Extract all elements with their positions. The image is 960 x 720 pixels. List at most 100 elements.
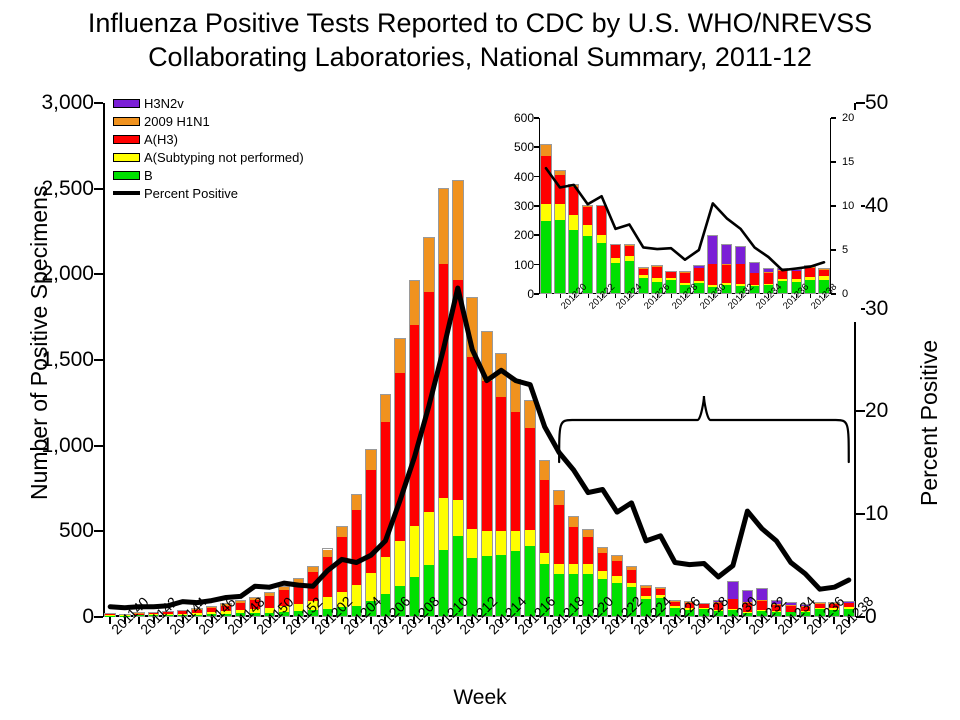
x-tick-mark xyxy=(369,617,372,624)
inset-x-tick-mark xyxy=(754,294,756,298)
x-tick-mark xyxy=(398,617,401,624)
bar-segment xyxy=(452,181,463,281)
inset-bar-segment xyxy=(666,277,676,281)
x-tick-mark xyxy=(283,617,285,624)
bar-segment xyxy=(583,564,593,575)
inset-bar-segment xyxy=(582,206,593,225)
inset-bar-201229 xyxy=(679,271,691,294)
x-tick-mark xyxy=(340,617,343,624)
bar-segment xyxy=(771,611,782,613)
x-tick-mark xyxy=(167,617,170,624)
bar-segment xyxy=(322,608,333,616)
bar-segment xyxy=(597,571,608,580)
inset-bar-segment xyxy=(694,281,704,284)
x-tick-mark xyxy=(138,617,141,624)
inset-x-tick-mark xyxy=(559,294,561,298)
y-tick-mark-right xyxy=(856,513,865,516)
legend-label-asub: A(Subtyping not performed) xyxy=(144,149,304,165)
x-tick-mark xyxy=(485,617,488,624)
bar-201214 xyxy=(480,330,493,617)
bar-segment xyxy=(583,536,593,565)
bar-segment xyxy=(293,611,304,616)
bar-segment xyxy=(235,609,246,614)
bar-201217 xyxy=(524,400,536,617)
inset-bar-segment xyxy=(749,273,760,285)
x-tick-mark xyxy=(717,617,720,624)
y-tick-label-left: 1,500 xyxy=(41,348,94,371)
bar-segment xyxy=(510,412,521,532)
bar-segment xyxy=(337,607,347,616)
inset-bar-segment xyxy=(680,272,690,283)
x-tick-mark xyxy=(384,617,387,624)
bar-segment xyxy=(424,512,434,565)
inset-bar-segment xyxy=(763,283,774,285)
bar-segment xyxy=(250,608,260,613)
inset-bar-segment xyxy=(582,224,593,237)
inset-bar-segment xyxy=(541,203,551,221)
bar-segment xyxy=(728,582,738,599)
x-tick-mark xyxy=(152,617,155,624)
inset-x-tick-mark xyxy=(796,294,798,298)
bar-segment xyxy=(279,611,289,616)
inset-y-tick-label-left: 400 xyxy=(513,169,534,184)
x-tick-mark xyxy=(688,617,691,624)
bar-segment xyxy=(177,614,188,616)
x-tick-mark xyxy=(702,617,705,624)
inset-bar-201219 xyxy=(540,144,552,294)
bar-segment xyxy=(380,421,391,558)
x-tick-mark xyxy=(529,617,532,624)
bar-segment xyxy=(438,263,449,498)
inset-x-tick-mark xyxy=(657,294,659,298)
inset-bar-segment xyxy=(777,278,788,281)
x-tick-mark xyxy=(760,617,763,624)
inset-bar-segment xyxy=(680,282,690,285)
main-plot-frame xyxy=(103,103,856,617)
bar-segment xyxy=(337,536,347,593)
x-tick-mark xyxy=(847,617,850,624)
y-tick-mark-right xyxy=(856,410,865,413)
y-tick-label-right: 30 xyxy=(865,296,889,320)
y-tick-label-right: 20 xyxy=(865,399,889,423)
inset-x-tick-mark xyxy=(768,294,770,298)
y-tick-label-left: 500 xyxy=(58,519,94,543)
inset-y-tick-label-left: 100 xyxy=(513,257,534,272)
legend-label-h3n2v: H3N2v xyxy=(144,95,184,111)
x-tick-mark xyxy=(471,617,474,624)
bar-201141 xyxy=(118,613,131,617)
inset-x-tick-mark xyxy=(685,294,686,298)
chart-title-line-2: Collaborating Laboratories, National Sum… xyxy=(148,42,812,72)
y-tick-mark-left xyxy=(94,187,103,190)
legend-swatch-ah3 xyxy=(113,134,140,144)
bar-segment xyxy=(351,495,362,510)
inset-bar-segment xyxy=(763,272,774,284)
bar-201213 xyxy=(466,296,479,617)
bar-segment xyxy=(105,614,116,616)
bar-segment xyxy=(192,609,202,613)
inset-bar-segment xyxy=(680,284,690,293)
inset-bar-segment xyxy=(652,281,662,293)
bar-segment xyxy=(148,615,159,616)
bar-segment xyxy=(206,611,217,615)
bar-segment xyxy=(539,552,550,565)
inset-x-tick-mark xyxy=(824,294,826,298)
inset-x-tick-mark xyxy=(712,294,714,298)
bar-segment xyxy=(800,610,811,612)
legend-swatch-asub xyxy=(113,152,140,162)
inset-x-tick-mark xyxy=(629,294,631,298)
bar-201145 xyxy=(176,609,189,617)
legend-label-b: B xyxy=(144,167,153,183)
bar-segment xyxy=(757,589,767,600)
x-tick-mark xyxy=(239,617,242,624)
bar-segment xyxy=(337,526,347,537)
bar-segment xyxy=(366,450,376,470)
x-tick-mark xyxy=(123,617,126,624)
inset-bar-segment xyxy=(680,272,690,273)
inset-y-tick-mark-left xyxy=(534,117,539,119)
inset-y-tick-label-right: 15 xyxy=(842,156,855,168)
bar-segment xyxy=(395,541,405,587)
inset-y-tick-mark-right xyxy=(831,293,836,295)
bar-segment xyxy=(163,615,173,616)
bar-segment xyxy=(148,614,159,616)
x-tick-mark xyxy=(731,617,734,624)
legend-swatch-h3n2v xyxy=(113,98,140,108)
